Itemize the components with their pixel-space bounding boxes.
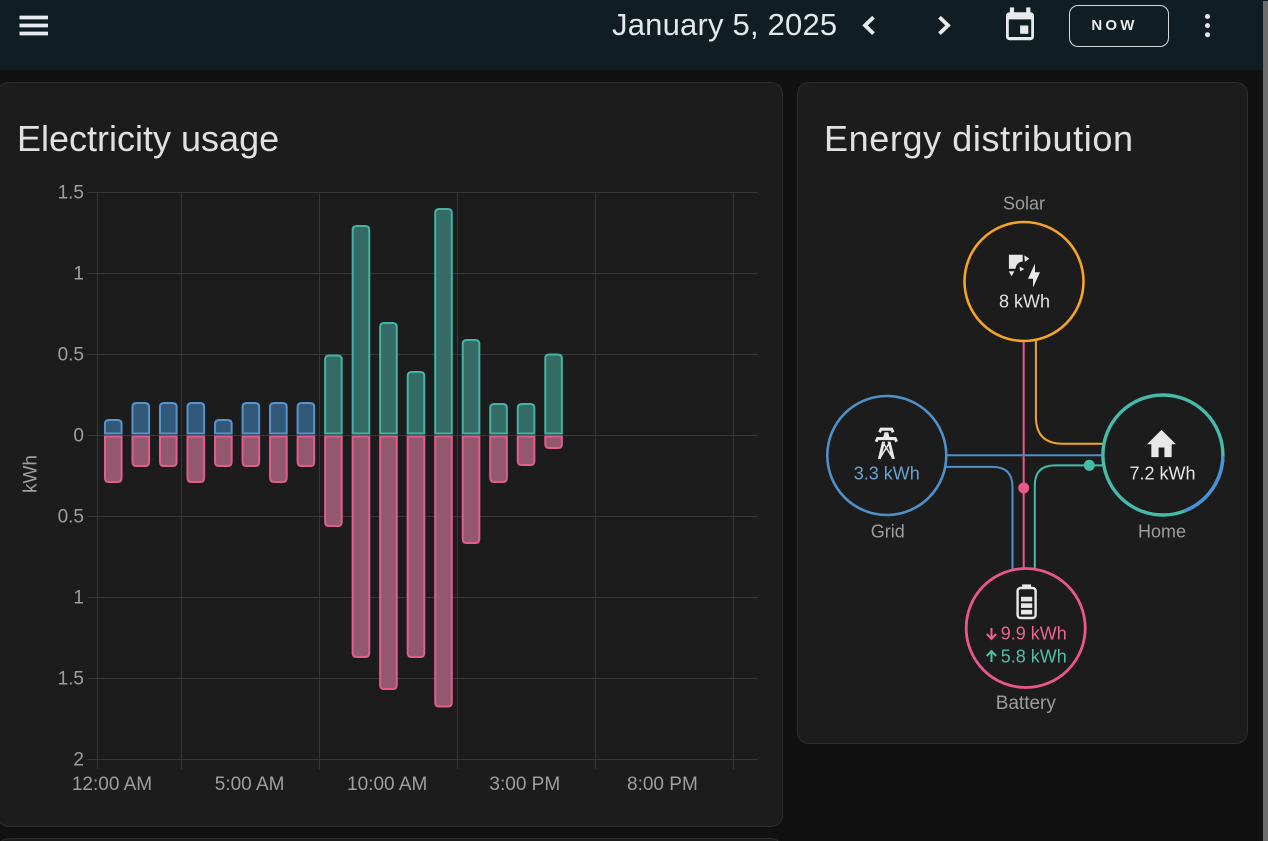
svg-text:8:00 PM: 8:00 PM (627, 774, 698, 795)
svg-text:10:00 AM: 10:00 AM (347, 774, 427, 795)
svg-text:kWh: kWh (21, 455, 42, 493)
svg-text:0.5: 0.5 (58, 345, 84, 366)
svg-text:1: 1 (73, 264, 84, 285)
svg-text:1: 1 (73, 588, 84, 609)
svg-text:3:00 PM: 3:00 PM (489, 774, 560, 795)
svg-text:2: 2 (73, 750, 84, 771)
svg-text:1.5: 1.5 (58, 669, 84, 690)
svg-text:0.5: 0.5 (58, 507, 84, 528)
svg-text:1.5: 1.5 (58, 183, 84, 204)
svg-text:5:00 AM: 5:00 AM (215, 774, 285, 795)
svg-text:12:00 AM: 12:00 AM (72, 774, 152, 795)
svg-text:0: 0 (73, 426, 84, 447)
